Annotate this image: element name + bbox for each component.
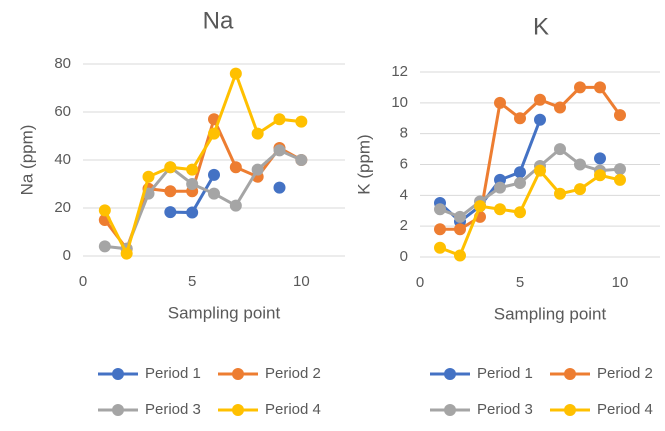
data-point xyxy=(514,206,526,219)
y-tick-label: 4 xyxy=(400,186,408,203)
data-point xyxy=(273,113,286,126)
legend-marker xyxy=(112,368,124,380)
x-axis-label: Sampling point xyxy=(494,304,607,323)
data-point xyxy=(164,206,177,219)
data-point xyxy=(534,113,546,126)
y-tick-label: 2 xyxy=(400,217,408,234)
legend-label: Period 3 xyxy=(145,401,201,418)
y-tick-label: 10 xyxy=(391,94,408,111)
data-point xyxy=(142,170,155,183)
x-tick-label: 0 xyxy=(79,273,87,290)
data-point xyxy=(614,109,626,122)
legend-marker xyxy=(112,404,124,416)
series-line xyxy=(103,69,302,258)
data-point xyxy=(614,173,626,186)
data-point xyxy=(554,101,566,114)
data-point xyxy=(229,67,242,80)
data-point xyxy=(164,185,177,198)
data-point xyxy=(594,81,606,94)
legend-label: Period 2 xyxy=(597,365,653,382)
data-point xyxy=(454,249,466,262)
x-axis-label: Sampling point xyxy=(168,303,281,322)
legend-label: Period 4 xyxy=(597,401,653,418)
data-point xyxy=(534,93,546,106)
data-point xyxy=(295,154,308,166)
legend-marker xyxy=(232,368,244,380)
y-tick-label: 20 xyxy=(54,199,71,216)
x-tick-label: 10 xyxy=(293,273,310,290)
data-point xyxy=(98,204,111,217)
legend-marker xyxy=(444,368,456,380)
data-point xyxy=(594,169,606,182)
data-point xyxy=(251,163,264,176)
data-point xyxy=(229,161,242,174)
data-point xyxy=(273,181,286,194)
y-tick-label: 12 xyxy=(391,63,408,80)
legend-marker xyxy=(232,404,244,416)
legend-label: Period 1 xyxy=(145,365,201,382)
data-point xyxy=(514,166,526,179)
data-point xyxy=(454,210,466,223)
series-line xyxy=(440,85,622,231)
data-point xyxy=(295,115,308,128)
legend-label: Period 1 xyxy=(477,365,533,382)
data-point xyxy=(454,223,466,236)
legend-marker xyxy=(564,404,576,416)
data-point xyxy=(208,127,220,140)
y-tick-label: 60 xyxy=(54,103,71,120)
y-tick-label: 40 xyxy=(54,151,71,168)
data-point xyxy=(434,241,446,254)
data-point xyxy=(494,96,506,109)
series-line xyxy=(439,147,621,219)
x-tick-label: 5 xyxy=(188,273,196,290)
data-point xyxy=(186,206,199,219)
data-point xyxy=(98,240,111,253)
legend-marker xyxy=(444,404,456,416)
data-point xyxy=(186,178,199,190)
data-point xyxy=(554,187,566,200)
series-line xyxy=(439,167,621,258)
x-tick-label: 0 xyxy=(416,274,424,291)
data-point xyxy=(614,163,626,176)
data-point xyxy=(574,158,586,171)
data-point xyxy=(186,163,199,176)
data-point xyxy=(434,203,446,216)
legend-label: Period 3 xyxy=(477,401,533,418)
data-point xyxy=(534,164,546,177)
chart-title: Na xyxy=(203,7,234,34)
data-point xyxy=(514,177,526,189)
data-point xyxy=(554,143,566,156)
data-point xyxy=(251,127,264,140)
data-point xyxy=(574,183,586,196)
legend-label: Period 4 xyxy=(265,401,321,418)
series-line xyxy=(104,148,302,251)
data-point xyxy=(434,223,446,236)
data-point xyxy=(574,81,586,94)
data-point xyxy=(494,181,506,194)
data-point xyxy=(164,161,177,174)
y-tick-label: 0 xyxy=(63,247,71,264)
data-point xyxy=(208,168,220,181)
y-tick-label: 0 xyxy=(400,248,408,265)
y-tick-label: 80 xyxy=(54,55,71,72)
data-point xyxy=(514,112,526,125)
legend-marker xyxy=(564,368,576,380)
data-point xyxy=(273,144,286,157)
y-axis-label: Na (ppm) xyxy=(17,125,36,196)
data-point xyxy=(474,200,486,213)
y-tick-label: 6 xyxy=(400,155,408,172)
x-tick-label: 10 xyxy=(612,274,629,291)
data-point xyxy=(120,247,133,260)
y-axis-label: K (ppm) xyxy=(354,134,373,194)
legend-label: Period 2 xyxy=(265,365,321,382)
data-point xyxy=(594,152,606,165)
data-point xyxy=(229,199,242,212)
data-point xyxy=(208,187,220,200)
chart-title: K xyxy=(533,13,549,40)
y-tick-label: 8 xyxy=(400,125,408,142)
data-point xyxy=(494,203,506,216)
x-tick-label: 5 xyxy=(516,274,524,291)
